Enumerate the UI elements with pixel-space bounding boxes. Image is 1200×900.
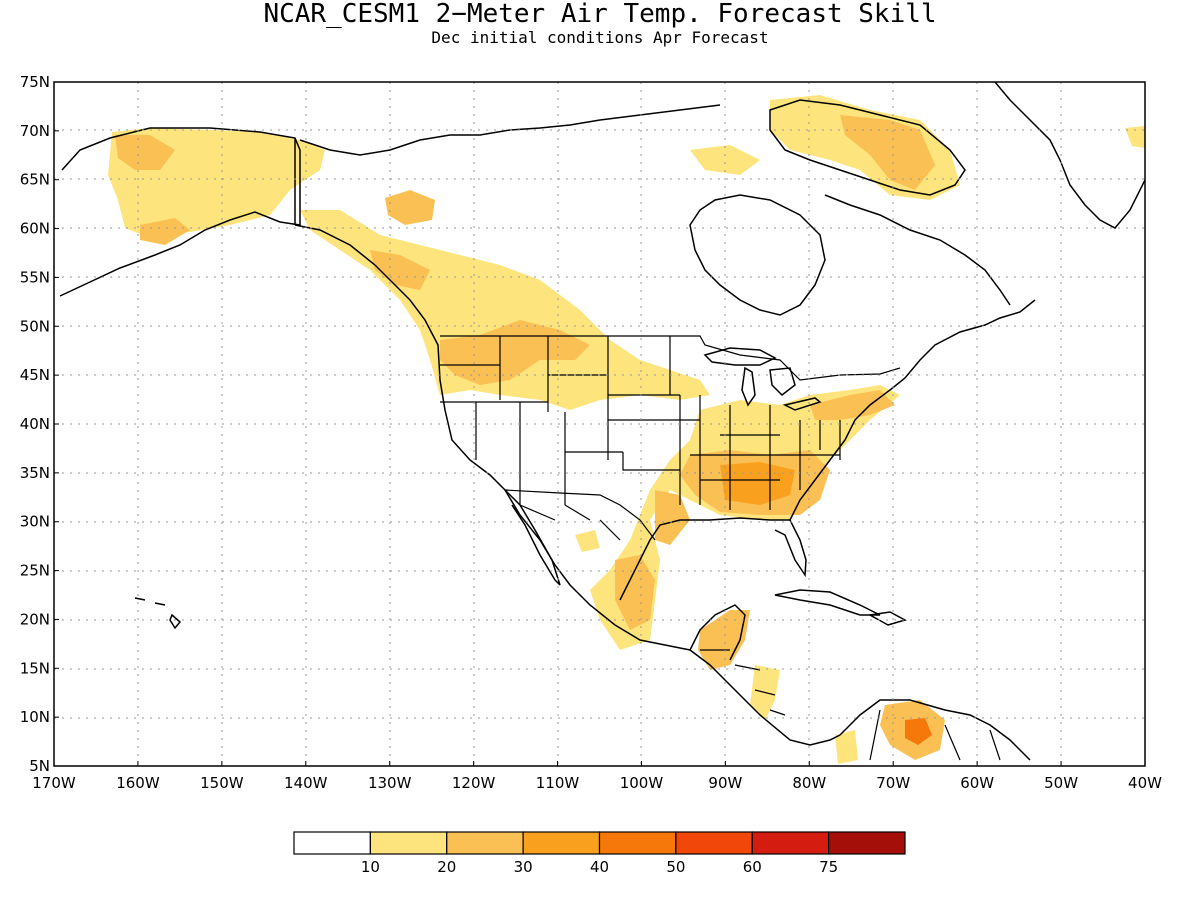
lat-tick-label: 55N <box>20 268 50 286</box>
skill-region-bc <box>370 250 430 290</box>
lake-superior <box>703 347 777 366</box>
hudson-bay-coastline <box>689 194 826 316</box>
lat-tick-label: 25N <box>20 562 50 580</box>
baja-coastline <box>504 489 561 586</box>
lat-tick-label: 70N <box>20 122 50 140</box>
skill-region-alaska-mid <box>115 135 175 170</box>
colorbar: 10 20 30 40 50 60 75 <box>293 831 906 876</box>
greenland-coastline <box>994 82 1145 229</box>
colorbar-level-label: 20 <box>437 858 456 876</box>
colorbar-swatch <box>293 831 371 855</box>
latitude-axis: 75N 70N 65N 60N 55N 50N 45N 40N 35N 30N 25N 20N 15N 1… <box>20 73 59 775</box>
skill-region-southeast-core <box>720 462 795 505</box>
lon-tick-label: 110W <box>536 774 580 792</box>
lon-tick-label: 70W <box>876 774 910 792</box>
lon-tick-label: 50W <box>1044 774 1078 792</box>
skill-region-colombia <box>835 730 858 764</box>
lon-tick-label: 140W <box>284 774 328 792</box>
lat-tick-label: 60N <box>20 220 50 238</box>
us-canada-border <box>440 335 901 381</box>
colorbar-swatch <box>675 831 753 855</box>
lon-tick-label: 120W <box>452 774 496 792</box>
lon-tick-label: 40W <box>1128 774 1162 792</box>
colorbar-swatch <box>598 831 677 855</box>
colorbar-level-label: 10 <box>361 858 380 876</box>
south-america-coastline <box>839 699 1031 761</box>
colorbar-swatch <box>369 831 448 855</box>
skill-region-central-america <box>698 610 750 670</box>
lake-huron <box>769 367 796 396</box>
us-mexico-border <box>504 489 656 541</box>
lon-tick-label: 150W <box>200 774 244 792</box>
lon-tick-label: 80W <box>792 774 826 792</box>
lon-tick-label: 90W <box>708 774 742 792</box>
colorbar-swatch <box>751 831 830 855</box>
lat-tick-label: 45N <box>20 366 50 384</box>
skill-region-mexico-west <box>575 530 600 552</box>
colorbar-swatch <box>828 831 906 855</box>
lat-tick-label: 65N <box>20 171 50 189</box>
skill-region-greenland-east <box>1125 126 1145 148</box>
west-coastline <box>294 224 841 746</box>
lat-tick-label: 35N <box>20 464 50 482</box>
lake-erie <box>782 397 822 411</box>
lat-tick-label: 75N <box>20 73 50 91</box>
map-title: NCAR_CESM1 2−Meter Air Temp. Forecast Sk… <box>263 0 937 29</box>
arctic-coastline <box>299 104 721 156</box>
lat-tick-label: 5N <box>29 757 50 775</box>
lon-tick-label: 160W <box>116 774 160 792</box>
colorbar-swatch <box>446 831 524 855</box>
gulf-coastline <box>619 517 807 601</box>
colorbar-level-label: 50 <box>666 858 685 876</box>
lon-tick-label: 170W <box>32 774 76 792</box>
skill-region-texas <box>655 490 690 545</box>
yucatan-coastline <box>689 604 746 661</box>
lat-tick-label: 40N <box>20 415 50 433</box>
baffin-coastline <box>769 99 966 196</box>
skill-region-venezuela-core <box>905 718 932 745</box>
skill-region-northeast <box>810 390 895 420</box>
colorbar-level-label: 40 <box>590 858 609 876</box>
lat-tick-label: 15N <box>20 659 50 677</box>
lat-tick-label: 10N <box>20 708 50 726</box>
skill-region-east-us <box>590 385 900 650</box>
skill-region-hudson-north <box>690 145 760 175</box>
mexico-states <box>519 504 621 541</box>
colorbar-level-label: 30 <box>514 858 533 876</box>
skill-region-alaska-south <box>140 218 190 245</box>
lake-michigan <box>741 366 756 407</box>
cuba-coastline <box>774 589 881 616</box>
lat-tick-label: 30N <box>20 513 50 531</box>
colorbar-level-label: 75 <box>819 858 838 876</box>
east-coastline <box>789 299 1036 521</box>
skill-region-yukon <box>385 190 435 225</box>
lat-tick-label: 20N <box>20 610 50 628</box>
labrador-coastline <box>824 194 1011 306</box>
lon-tick-label: 100W <box>620 774 664 792</box>
gridlines <box>54 82 1145 766</box>
skill-region-mexico <box>615 555 655 630</box>
colorbar-swatch <box>522 831 601 855</box>
central-america-borders <box>700 649 786 716</box>
us-state-lines <box>440 336 841 510</box>
longitude-axis: 170W 160W 150W 140W 130W 120W 110W 100W 90W 80W 70… <box>32 761 1162 792</box>
skill-region-baffin-mid <box>840 115 935 190</box>
lat-tick-label: 50N <box>20 317 50 335</box>
colorbar-level-label: 60 <box>743 858 762 876</box>
political-borders <box>440 335 1001 761</box>
lon-tick-label: 130W <box>368 774 412 792</box>
lon-tick-label: 60W <box>960 774 994 792</box>
hispaniola-coastline <box>867 611 907 626</box>
map-subtitle: Dec initial conditions Apr Forecast <box>431 28 769 47</box>
hawaii <box>134 597 182 630</box>
